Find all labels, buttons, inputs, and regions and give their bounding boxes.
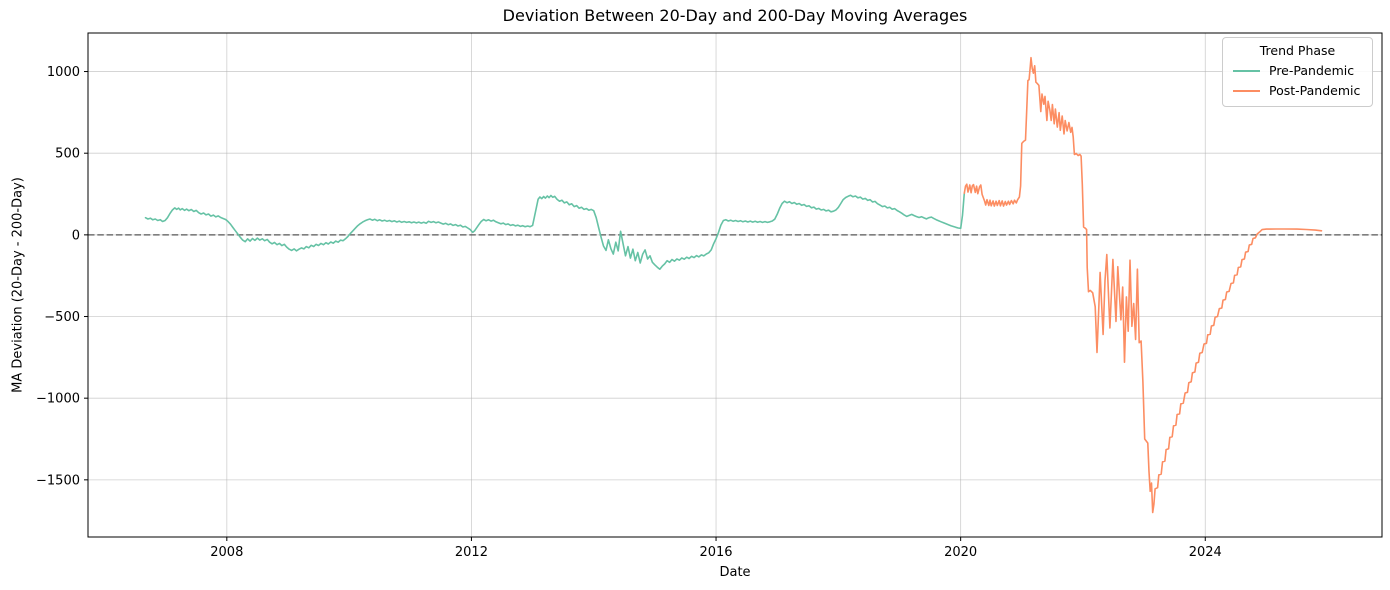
axis-ticks [84, 71, 1206, 541]
legend-item-pre-pandemic: Pre-Pandemic [1231, 63, 1364, 78]
y-axis-label: MA Deviation (20-Day - 200-Day) [10, 177, 26, 393]
svg-text:−1000: −1000 [36, 392, 80, 407]
x-axis-label: Date [719, 565, 751, 580]
x-tick-labels: 2008 2012 2016 2020 2024 [210, 545, 1222, 560]
svg-text:2020: 2020 [944, 545, 977, 560]
chart-title: Deviation Between 20-Day and 200-Day Mov… [502, 6, 968, 25]
legend: Trend Phase Pre-Pandemic Post-Pandemic [1222, 37, 1373, 107]
pre-pandemic-line-swatch-icon [1233, 69, 1260, 72]
y-tick-labels: 1000 500 0 −500 −1000 −1500 [36, 65, 80, 488]
legend-title: Trend Phase [1259, 43, 1336, 58]
post-pandemic-line-swatch-icon [1233, 89, 1260, 92]
series-pre-pandemic-line [144, 192, 966, 270]
svg-text:2016: 2016 [699, 545, 732, 560]
legend-item-label: Pre-Pandemic [1269, 63, 1355, 78]
plot-border [87, 32, 1383, 538]
svg-text:−500: −500 [44, 310, 80, 325]
svg-text:2012: 2012 [455, 545, 488, 560]
svg-text:1000: 1000 [47, 65, 80, 80]
legend-item-post-pandemic: Post-Pandemic [1231, 83, 1364, 98]
svg-text:−1500: −1500 [36, 473, 80, 488]
svg-text:0: 0 [72, 228, 80, 243]
grid-lines [88, 33, 1382, 537]
series-post-pandemic-line [963, 56, 1323, 514]
legend-item-label: Post-Pandemic [1269, 83, 1361, 98]
svg-text:2024: 2024 [1189, 545, 1222, 560]
svg-text:2008: 2008 [210, 545, 243, 560]
svg-text:500: 500 [55, 147, 80, 162]
